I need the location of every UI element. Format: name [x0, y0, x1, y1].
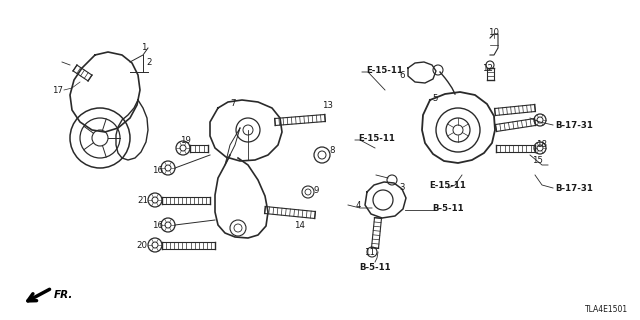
Text: B-5-11: B-5-11	[432, 204, 464, 212]
Text: B-17-31: B-17-31	[555, 121, 593, 130]
Text: 11: 11	[365, 247, 376, 257]
Text: 7: 7	[230, 99, 236, 108]
Text: 15: 15	[532, 156, 543, 164]
Text: 16: 16	[152, 220, 163, 229]
Text: TLA4E1501: TLA4E1501	[585, 305, 628, 314]
Text: 14: 14	[294, 220, 305, 229]
Text: 19: 19	[180, 135, 191, 145]
Text: 6: 6	[399, 70, 404, 79]
Text: 9: 9	[314, 186, 319, 195]
Text: 21: 21	[138, 196, 148, 204]
Text: 13: 13	[323, 100, 333, 109]
Text: E-15-11: E-15-11	[366, 66, 403, 75]
Text: 4: 4	[355, 201, 361, 210]
Text: E-15-11: E-15-11	[429, 180, 467, 189]
Text: 16: 16	[152, 165, 163, 174]
Text: 18: 18	[536, 140, 547, 148]
Text: 17: 17	[52, 85, 63, 94]
Text: B-5-11: B-5-11	[359, 263, 391, 273]
Text: 10: 10	[488, 28, 499, 36]
Text: 1: 1	[141, 43, 147, 52]
Text: 8: 8	[329, 146, 335, 155]
Text: FR.: FR.	[54, 290, 74, 300]
Text: 20: 20	[136, 241, 147, 250]
Text: B-17-31: B-17-31	[555, 183, 593, 193]
Text: 2: 2	[147, 58, 152, 67]
Text: E-15-11: E-15-11	[358, 133, 395, 142]
Text: 5: 5	[432, 93, 438, 102]
Text: 12: 12	[483, 63, 493, 73]
Text: 3: 3	[399, 182, 404, 191]
